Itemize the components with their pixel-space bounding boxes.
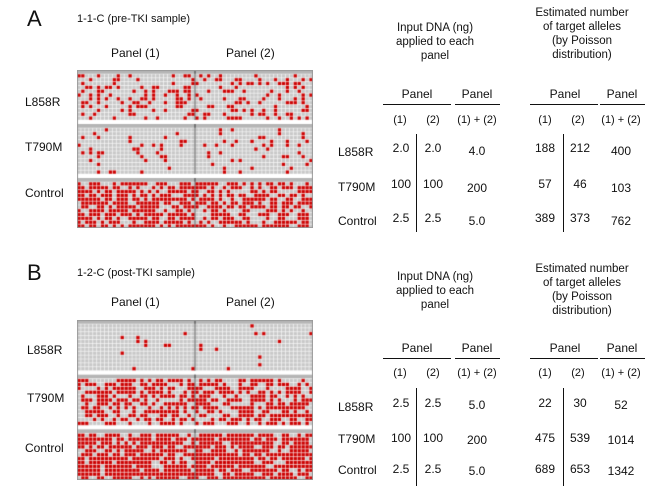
section-letter: B [27,260,42,285]
col-sum-header: (1) + (2) [457,114,497,126]
table-panel-header: Panel [606,87,638,101]
table-cell: 103 [610,181,632,195]
panel-2-label: Panel (2) [226,295,275,309]
table-cell: 4.0 [468,144,486,158]
table-cell: 100 [390,431,412,445]
table-cell: 212 [569,141,591,155]
col-sum-header: (1) + (2) [601,114,641,126]
panel-1-label: Panel (1) [111,46,160,60]
col-1-header: (1) [538,114,552,126]
sample-label: 1-2-C (post-TKI sample) [77,267,195,279]
estimated-alleles-header: Estimated number of target alleles (by P… [535,7,629,61]
col-2-header: (2) [426,114,440,126]
table-cell: 2.5 [392,462,410,476]
table-cell: 30 [573,396,587,410]
table-cell: 100 [422,177,444,191]
table-cell: 5.0 [468,398,486,412]
table-cell: 689 [534,462,556,476]
table-panel-header: Panel [549,87,581,101]
gene-label-control: Control [25,441,64,455]
panel-1-label: Panel (1) [111,295,160,309]
table-cell: 2.5 [424,396,442,410]
digital-pcr-array-a [77,70,313,228]
table-cell: 22 [538,396,552,410]
gene-label-l858r: L858R [25,95,61,109]
sample-label: 1-1-C (pre-TKI sample) [77,13,191,25]
col-2-header: (2) [426,367,440,379]
table-cell: 653 [569,462,591,476]
table-cell: 100 [422,431,444,445]
col-1-header: (1) [393,367,407,379]
panel-2-label: Panel (2) [226,46,275,60]
table-cell: 2.5 [392,211,410,225]
col-sum-header: (1) + (2) [457,367,497,379]
table-panel-header: Panel [606,341,638,355]
array-grid [77,320,313,480]
table-cell: 373 [569,211,591,225]
table-cell: 100 [390,177,412,191]
digital-pcr-array-b [77,320,313,480]
row-gene-label: T790M [338,432,376,446]
table-cell: 2.5 [424,462,442,476]
input-dna-header: Input DNA (ng) applied to each panel [395,22,474,62]
table-cell: 200 [466,181,488,195]
table-cell: 2.0 [392,141,410,155]
row-gene-label: L858R [338,145,374,159]
table-cell: 188 [534,141,556,155]
gene-label-t790m: T790M [27,391,65,405]
table-cell: 539 [569,431,591,445]
section-letter: A [27,6,42,31]
table-cell: 2.5 [392,396,410,410]
table-cell: 5.0 [468,464,486,478]
row-gene-label: L858R [338,400,374,414]
row-gene-label: Control [338,214,377,228]
table-cell: 1342 [607,464,635,478]
table-cell: 2.0 [424,141,442,155]
table-cell: 1014 [607,433,635,447]
table-panel-header: Panel [461,87,493,101]
col-2-header: (2) [571,367,585,379]
col-sum-header: (1) + (2) [601,367,641,379]
col-1-header: (1) [538,367,552,379]
table-cell: 389 [534,211,556,225]
table-cell: 200 [466,433,488,447]
table-cell: 57 [538,177,552,191]
gene-label-t790m: T790M [25,140,63,154]
col-2-header: (2) [571,114,585,126]
table-cell: 2.5 [424,211,442,225]
table-cell: 475 [534,431,556,445]
input-dna-header: Input DNA (ng) applied to each panel [395,271,474,311]
table-cell: 5.0 [468,214,486,228]
row-gene-label: Control [338,463,377,477]
table-cell: 400 [610,144,632,158]
table-panel-header: Panel [549,341,581,355]
table-panel-header: Panel [401,341,433,355]
row-gene-label: T790M [338,180,376,194]
table-panel-header: Panel [461,341,493,355]
col-1-header: (1) [393,114,407,126]
table-cell: 52 [614,398,628,412]
estimated-alleles-header: Estimated number of target alleles (by P… [535,263,629,317]
table-cell: 46 [573,177,587,191]
table-panel-header: Panel [401,87,433,101]
array-grid [77,70,313,228]
gene-label-control: Control [25,186,64,200]
table-cell: 762 [610,214,632,228]
gene-label-l858r: L858R [27,343,63,357]
